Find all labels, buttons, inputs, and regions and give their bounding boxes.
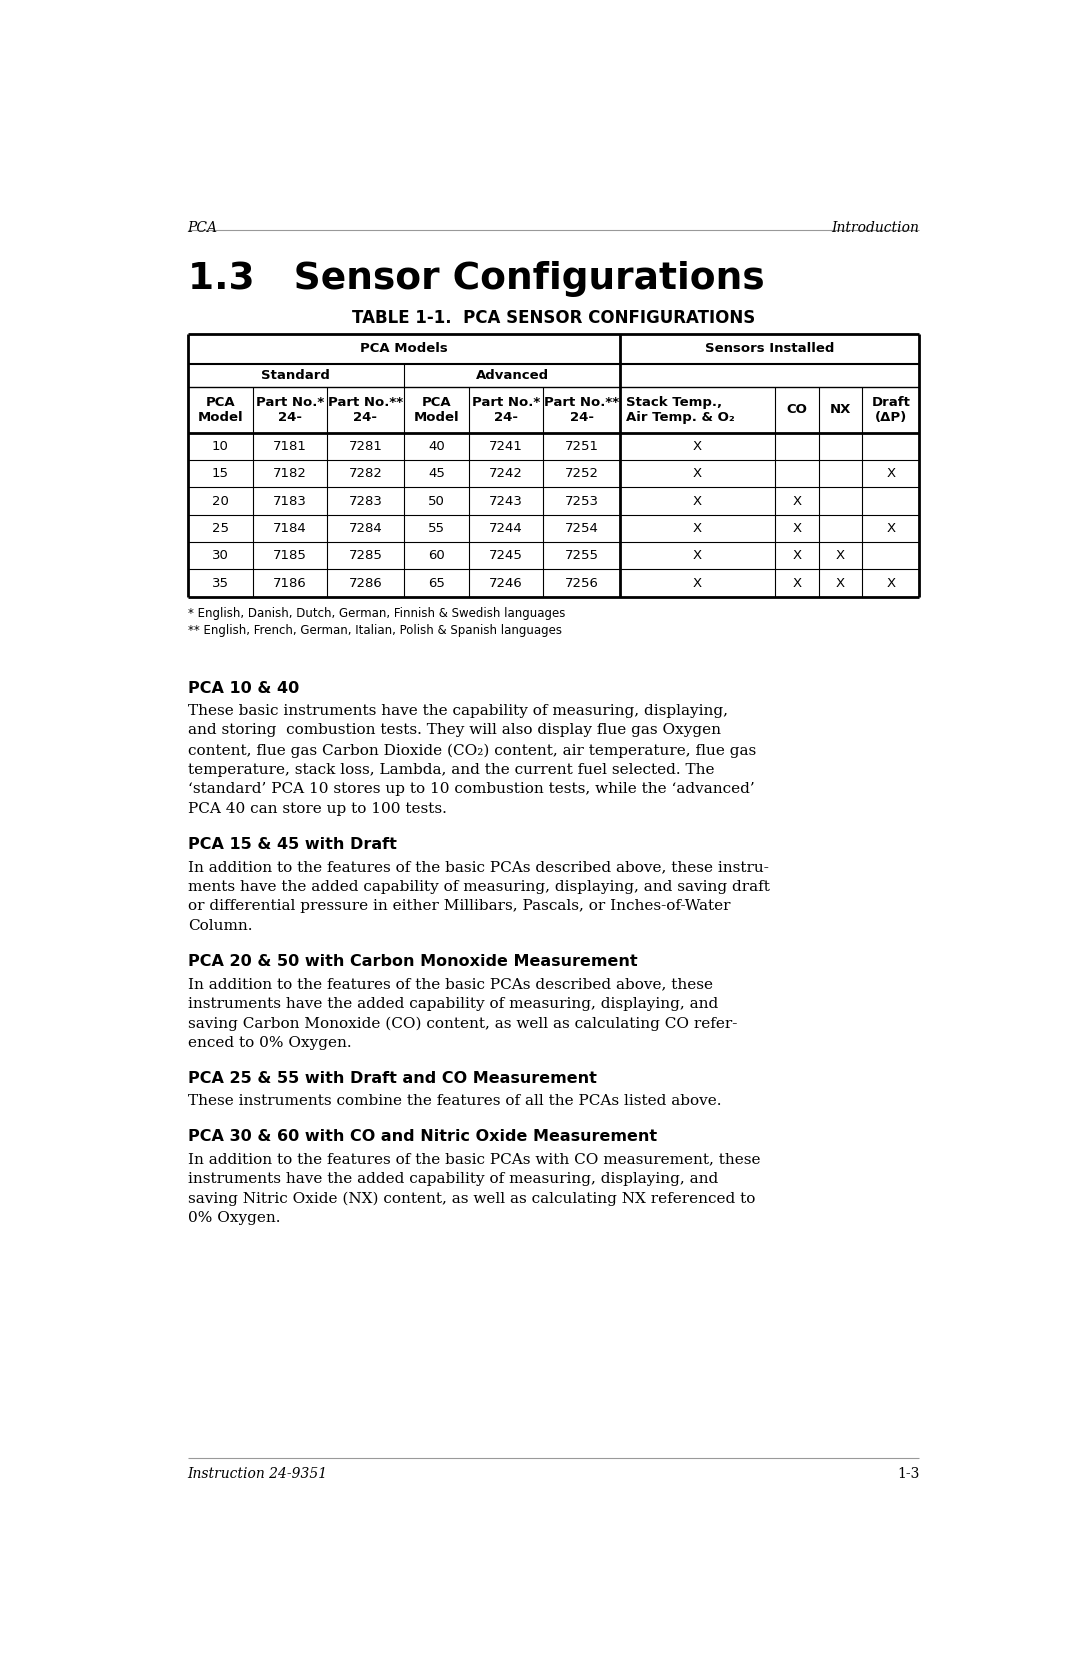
Text: X: X xyxy=(836,577,845,589)
Text: These instruments combine the features of all the PCAs listed above.: These instruments combine the features o… xyxy=(188,1095,721,1108)
Text: In addition to the features of the basic PCAs described above, these instru-: In addition to the features of the basic… xyxy=(188,860,769,875)
Text: 7284: 7284 xyxy=(349,522,382,536)
Text: 7181: 7181 xyxy=(273,441,307,452)
Text: 7254: 7254 xyxy=(565,522,598,536)
Text: X: X xyxy=(693,577,702,589)
Text: 7183: 7183 xyxy=(273,494,307,507)
Text: PCA 30 & 60 with CO and Nitric Oxide Measurement: PCA 30 & 60 with CO and Nitric Oxide Mea… xyxy=(188,1130,657,1145)
Text: 45: 45 xyxy=(428,467,445,481)
Text: These basic instruments have the capability of measuring, displaying,: These basic instruments have the capabil… xyxy=(188,704,728,718)
Text: 55: 55 xyxy=(428,522,445,536)
Text: X: X xyxy=(693,522,702,536)
Text: PCA 25 & 55 with Draft and CO Measurement: PCA 25 & 55 with Draft and CO Measuremen… xyxy=(188,1071,596,1087)
Text: 7252: 7252 xyxy=(565,467,598,481)
Text: X: X xyxy=(887,577,895,589)
Text: X: X xyxy=(793,577,801,589)
Text: 7285: 7285 xyxy=(349,549,382,562)
Text: 7245: 7245 xyxy=(489,549,523,562)
Text: 1-3: 1-3 xyxy=(896,1467,919,1480)
Text: 40: 40 xyxy=(428,441,445,452)
Text: 7185: 7185 xyxy=(273,549,307,562)
Text: X: X xyxy=(793,522,801,536)
Text: 60: 60 xyxy=(428,549,445,562)
Text: ments have the added capability of measuring, displaying, and saving draft: ments have the added capability of measu… xyxy=(188,880,770,895)
Text: * English, Danish, Dutch, German, Finnish & Swedish languages: * English, Danish, Dutch, German, Finnis… xyxy=(188,608,565,619)
Text: TABLE 1-1.  PCA SENSOR CONFIGURATIONS: TABLE 1-1. PCA SENSOR CONFIGURATIONS xyxy=(352,309,755,327)
Text: X: X xyxy=(793,494,801,507)
Text: or differential pressure in either Millibars, Pascals, or Inches-of-Water: or differential pressure in either Milli… xyxy=(188,900,730,913)
Text: Introduction: Introduction xyxy=(832,220,919,235)
Text: In addition to the features of the basic PCAs described above, these: In addition to the features of the basic… xyxy=(188,978,713,991)
Text: 7244: 7244 xyxy=(489,522,523,536)
Text: instruments have the added capability of measuring, displaying, and: instruments have the added capability of… xyxy=(188,1172,718,1187)
Text: saving Carbon Monoxide (CO) content, as well as calculating CO refer-: saving Carbon Monoxide (CO) content, as … xyxy=(188,1016,737,1031)
Text: X: X xyxy=(887,467,895,481)
Text: 7251: 7251 xyxy=(565,441,598,452)
Text: content, flue gas Carbon Dioxide (CO₂) content, air temperature, flue gas: content, flue gas Carbon Dioxide (CO₂) c… xyxy=(188,743,756,758)
Text: saving Nitric Oxide (NX) content, as well as calculating NX referenced to: saving Nitric Oxide (NX) content, as wel… xyxy=(188,1192,755,1207)
Text: PCA 10 & 40: PCA 10 & 40 xyxy=(188,681,299,696)
Text: Part No.**
24-: Part No.** 24- xyxy=(328,396,403,424)
Text: NX: NX xyxy=(829,404,851,416)
Text: 35: 35 xyxy=(212,577,229,589)
Text: X: X xyxy=(693,467,702,481)
Text: PCA
Model: PCA Model xyxy=(414,396,459,424)
Text: 7184: 7184 xyxy=(273,522,307,536)
Text: PCA 40 can store up to 100 tests.: PCA 40 can store up to 100 tests. xyxy=(188,803,446,816)
Text: 7281: 7281 xyxy=(349,441,382,452)
Text: enced to 0% Oxygen.: enced to 0% Oxygen. xyxy=(188,1036,351,1050)
Text: 0% Oxygen.: 0% Oxygen. xyxy=(188,1212,280,1225)
Text: 25: 25 xyxy=(212,522,229,536)
Text: 7253: 7253 xyxy=(565,494,598,507)
Text: Draft
(ΔP): Draft (ΔP) xyxy=(872,396,910,424)
Text: 7255: 7255 xyxy=(565,549,598,562)
Text: 15: 15 xyxy=(212,467,229,481)
Text: 10: 10 xyxy=(212,441,229,452)
Text: 20: 20 xyxy=(212,494,229,507)
Text: Column.: Column. xyxy=(188,920,253,933)
Text: X: X xyxy=(887,522,895,536)
Text: Part No.*
24-: Part No.* 24- xyxy=(472,396,540,424)
Text: PCA 15 & 45 with Draft: PCA 15 & 45 with Draft xyxy=(188,838,396,853)
Text: Instruction 24-9351: Instruction 24-9351 xyxy=(188,1467,328,1480)
Text: Part No.**
24-: Part No.** 24- xyxy=(544,396,619,424)
Text: PCA: PCA xyxy=(188,220,218,235)
Text: Sensors Installed: Sensors Installed xyxy=(705,342,835,355)
Text: PCA
Model: PCA Model xyxy=(198,396,243,424)
Text: 7186: 7186 xyxy=(273,577,307,589)
Text: X: X xyxy=(836,549,845,562)
Text: In addition to the features of the basic PCAs with CO measurement, these: In addition to the features of the basic… xyxy=(188,1152,760,1167)
Text: X: X xyxy=(693,494,702,507)
Text: 30: 30 xyxy=(212,549,229,562)
Text: Part No.*
24-: Part No.* 24- xyxy=(256,396,324,424)
Text: 7182: 7182 xyxy=(273,467,307,481)
Text: CO: CO xyxy=(786,404,808,416)
Text: 7256: 7256 xyxy=(565,577,598,589)
Text: Stack Temp.,
Air Temp. & O₂: Stack Temp., Air Temp. & O₂ xyxy=(625,396,734,424)
Text: 7242: 7242 xyxy=(489,467,523,481)
Text: ** English, French, German, Italian, Polish & Spanish languages: ** English, French, German, Italian, Pol… xyxy=(188,624,562,638)
Text: temperature, stack loss, Lambda, and the current fuel selected. The: temperature, stack loss, Lambda, and the… xyxy=(188,763,714,776)
Text: 50: 50 xyxy=(428,494,445,507)
Text: 7243: 7243 xyxy=(489,494,523,507)
Text: Standard: Standard xyxy=(261,369,330,382)
Text: ‘standard’ PCA 10 stores up to 10 combustion tests, while the ‘advanced’: ‘standard’ PCA 10 stores up to 10 combus… xyxy=(188,783,755,796)
Text: X: X xyxy=(693,441,702,452)
Text: X: X xyxy=(693,549,702,562)
Text: 7283: 7283 xyxy=(349,494,382,507)
Text: Advanced: Advanced xyxy=(475,369,549,382)
Text: 7282: 7282 xyxy=(349,467,382,481)
Text: 7286: 7286 xyxy=(349,577,382,589)
Text: 7241: 7241 xyxy=(489,441,523,452)
Text: PCA Models: PCA Models xyxy=(360,342,448,355)
Text: PCA 20 & 50 with Carbon Monoxide Measurement: PCA 20 & 50 with Carbon Monoxide Measure… xyxy=(188,955,637,970)
Text: X: X xyxy=(793,549,801,562)
Text: and storing  combustion tests. They will also display flue gas Oxygen: and storing combustion tests. They will … xyxy=(188,723,720,738)
Text: 7246: 7246 xyxy=(489,577,523,589)
Text: 1.3   Sensor Configurations: 1.3 Sensor Configurations xyxy=(188,260,765,297)
Text: 65: 65 xyxy=(428,577,445,589)
Text: instruments have the added capability of measuring, displaying, and: instruments have the added capability of… xyxy=(188,996,718,1011)
